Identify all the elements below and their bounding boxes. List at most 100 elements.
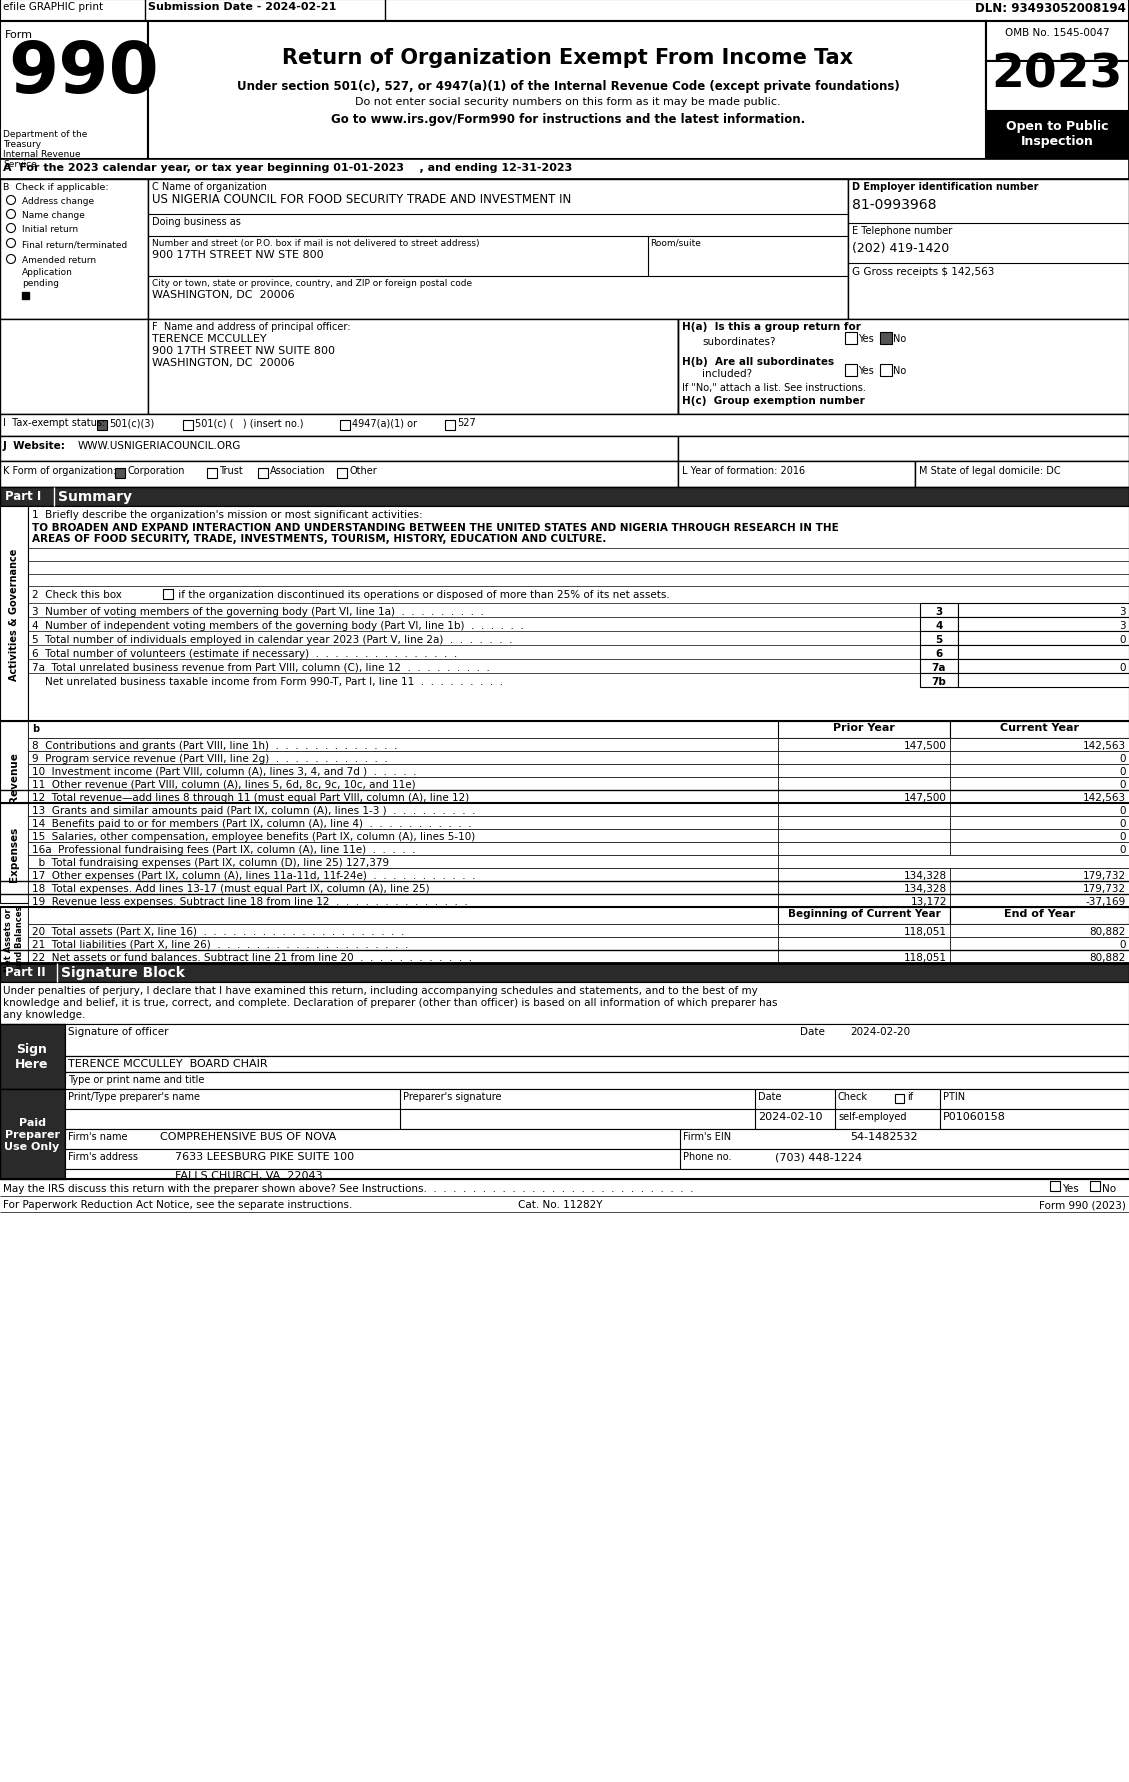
Bar	[959, 604, 1129, 618]
Text: For Paperwork Reduction Act Notice, see the separate instructions.: For Paperwork Reduction Act Notice, see …	[3, 1199, 352, 1210]
Text: Firm's address: Firm's address	[68, 1151, 138, 1162]
Bar	[163, 590, 173, 601]
Text: 4947(a)(1) or: 4947(a)(1) or	[352, 417, 417, 428]
Text: 2023: 2023	[991, 52, 1122, 96]
Bar	[848, 180, 1129, 319]
Bar	[959, 645, 1129, 659]
Bar	[0, 964, 1129, 982]
Bar	[0, 415, 1129, 437]
Text: Cat. No. 11282Y: Cat. No. 11282Y	[518, 1199, 602, 1210]
Bar	[778, 804, 949, 816]
Text: Preparer's signature: Preparer's signature	[403, 1091, 501, 1101]
Text: 7b: 7b	[931, 677, 946, 686]
Text: Signature of officer: Signature of officer	[68, 1026, 168, 1037]
Text: 118,051: 118,051	[904, 927, 947, 937]
Text: Paid
Preparer
Use Only: Paid Preparer Use Only	[5, 1117, 60, 1151]
Text: Current Year: Current Year	[1000, 722, 1079, 732]
Bar	[0, 1025, 65, 1089]
Text: 1  Briefly describe the organization's mission or most significant activities:: 1 Briefly describe the organization's mi…	[32, 510, 422, 520]
Bar	[986, 21, 1129, 62]
Text: self-employed: self-employed	[838, 1112, 907, 1121]
Text: -37,169: -37,169	[1086, 896, 1126, 907]
Text: 20  Total assets (Part X, line 16)  .  .  .  .  .  .  .  .  .  .  .  .  .  .  . : 20 Total assets (Part X, line 16) . . . …	[32, 927, 404, 937]
Bar	[949, 804, 1129, 816]
Text: 147,500: 147,500	[904, 793, 947, 802]
Bar	[778, 830, 949, 843]
Text: Part I: Part I	[5, 490, 42, 503]
Text: Form: Form	[5, 30, 33, 39]
Text: Corporation: Corporation	[126, 465, 184, 476]
Text: Under section 501(c), 527, or 4947(a)(1) of the Internal Revenue Code (except pr: Under section 501(c), 527, or 4947(a)(1)…	[237, 80, 900, 93]
Bar	[949, 830, 1129, 843]
Text: 0: 0	[1120, 663, 1126, 672]
Bar	[778, 907, 949, 925]
Text: I  Tax-exempt status:: I Tax-exempt status:	[3, 417, 105, 428]
Text: 5  Total number of individuals employed in calendar year 2023 (Part V, line 2a) : 5 Total number of individuals employed i…	[32, 634, 513, 645]
Text: Net Assets or
Fund Balances: Net Assets or Fund Balances	[5, 905, 24, 973]
Text: 81-0993968: 81-0993968	[852, 198, 936, 212]
Bar	[0, 982, 1129, 1025]
Text: Firm's EIN: Firm's EIN	[683, 1132, 732, 1140]
Text: 147,500: 147,500	[904, 741, 947, 750]
Text: 142,563: 142,563	[1083, 741, 1126, 750]
Text: 4: 4	[935, 620, 943, 631]
Text: DLN: 93493052008194: DLN: 93493052008194	[975, 2, 1126, 14]
Text: any knowledge.: any knowledge.	[3, 1009, 86, 1019]
Text: 179,732: 179,732	[1083, 871, 1126, 880]
Bar	[949, 882, 1129, 895]
Text: Under penalties of perjury, I declare that I have examined this return, includin: Under penalties of perjury, I declare th…	[3, 985, 758, 996]
Text: knowledge and belief, it is true, correct, and complete. Declaration of preparer: knowledge and belief, it is true, correc…	[3, 998, 778, 1007]
Bar	[949, 868, 1129, 882]
Bar	[445, 421, 455, 431]
Text: 501(c) (   ) (insert no.): 501(c) ( ) (insert no.)	[195, 417, 304, 428]
Bar	[259, 469, 268, 479]
Bar	[1050, 1181, 1060, 1192]
Bar	[959, 631, 1129, 645]
Text: 54-1482532: 54-1482532	[850, 1132, 918, 1140]
Bar	[115, 469, 125, 479]
Text: 2  Check this box: 2 Check this box	[32, 590, 125, 601]
Text: included?: included?	[702, 369, 752, 380]
Bar	[148, 21, 986, 160]
Bar	[0, 319, 148, 415]
Circle shape	[7, 239, 16, 248]
Text: Return of Organization Exempt From Income Tax: Return of Organization Exempt From Incom…	[282, 48, 854, 68]
Text: Trust: Trust	[219, 465, 243, 476]
Bar	[28, 816, 778, 830]
Text: 19  Revenue less expenses. Subtract line 18 from line 12  .  .  .  .  .  .  .  .: 19 Revenue less expenses. Subtract line …	[32, 896, 467, 907]
Text: End of Year: End of Year	[1004, 909, 1075, 918]
Bar	[949, 777, 1129, 791]
Bar	[28, 937, 778, 950]
Text: 900 17TH STREET NW SUITE 800: 900 17TH STREET NW SUITE 800	[152, 346, 335, 356]
Text: If "No," attach a list. See instructions.: If "No," attach a list. See instructions…	[682, 383, 866, 392]
Bar	[986, 112, 1129, 160]
Text: 179,732: 179,732	[1083, 884, 1126, 893]
Bar	[778, 764, 949, 777]
Bar	[0, 1089, 65, 1180]
Text: Number and street (or P.O. box if mail is not delivered to street address): Number and street (or P.O. box if mail i…	[152, 239, 480, 248]
Bar	[65, 1169, 1129, 1180]
Text: Revenue: Revenue	[9, 752, 19, 804]
Text: Type or print name and title: Type or print name and title	[68, 1075, 204, 1085]
Bar	[895, 1094, 904, 1103]
Text: Application: Application	[21, 267, 73, 276]
Bar	[28, 722, 778, 738]
Text: TERENCE MCCULLEY  BOARD CHAIR: TERENCE MCCULLEY BOARD CHAIR	[68, 1059, 268, 1069]
Text: FALLS CHURCH, VA  22043: FALLS CHURCH, VA 22043	[175, 1171, 323, 1180]
Text: P01060158: P01060158	[943, 1112, 1006, 1121]
Text: b: b	[32, 723, 40, 734]
Text: 8  Contributions and grants (Part VIII, line 1h)  .  .  .  .  .  .  .  .  .  .  : 8 Contributions and grants (Part VIII, l…	[32, 741, 397, 750]
Text: 118,051: 118,051	[904, 952, 947, 962]
Text: PTIN: PTIN	[943, 1091, 965, 1101]
Text: Room/suite: Room/suite	[650, 239, 701, 248]
Bar	[778, 752, 949, 764]
Text: Date: Date	[800, 1026, 825, 1037]
Text: Treasury: Treasury	[3, 141, 41, 150]
Bar	[844, 365, 857, 376]
Text: Check: Check	[838, 1091, 868, 1101]
Bar	[949, 738, 1129, 752]
Text: TO BROADEN AND EXPAND INTERACTION AND UNDERSTANDING BETWEEN THE UNITED STATES AN: TO BROADEN AND EXPAND INTERACTION AND UN…	[32, 522, 839, 533]
Text: TERENCE MCCULLEY: TERENCE MCCULLEY	[152, 333, 266, 344]
Bar	[959, 659, 1129, 674]
Bar	[949, 752, 1129, 764]
